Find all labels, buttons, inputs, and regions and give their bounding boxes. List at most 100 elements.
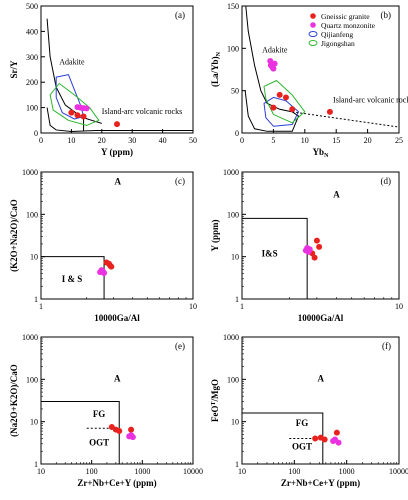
x-tick-label: 1000 <box>339 467 355 476</box>
point-gneissic-granite <box>321 436 328 443</box>
point-gneissic-granite <box>282 94 289 101</box>
legend-label: Jigongshan <box>321 39 355 48</box>
x-tick-label: 10 <box>37 467 45 476</box>
y-tick-label: 300 <box>26 53 38 62</box>
x-tick-label: 1000 <box>134 467 150 476</box>
y-tick-label: 200 <box>26 78 38 87</box>
x-tick-label: 20 <box>98 136 106 145</box>
field-label-a: A <box>114 373 121 383</box>
x-axis-label: Y (ppm) <box>101 147 133 157</box>
plot-frame <box>40 5 194 134</box>
panel-label: (f) <box>382 341 391 351</box>
y-tick-label: 500 <box>26 2 38 11</box>
x-tick-label: 1 <box>240 302 244 311</box>
x-tick-label: 15 <box>332 136 340 145</box>
legend-swatch <box>310 13 316 19</box>
point-quartz-monzonite <box>129 434 136 441</box>
y-tick-label: 10 <box>30 253 38 262</box>
y-tick-label: 1 <box>235 460 239 469</box>
x-tick-label: 10 <box>189 302 197 311</box>
y-tick-label: 1 <box>34 460 38 469</box>
legend-label: Qijianfeng <box>321 30 353 39</box>
panel-d: 1 10 1 10 100 1000 (d) 10000Ga/Al Y (ppm) A I&S <box>210 168 403 323</box>
annotation-island-arc: Island-arc volcanic rocks <box>102 107 182 116</box>
x-tick-label: 100 <box>288 467 300 476</box>
legend-swatch <box>308 40 318 46</box>
point-quartz-monzonite <box>83 105 90 112</box>
y-axis-label: (Na2O+K2O)/CaO <box>9 364 19 437</box>
x-tick-label: 20 <box>364 136 372 145</box>
field-label-fg: FG <box>296 418 309 428</box>
x-tick-label: 10000 <box>183 467 203 476</box>
y-axis-label: (La/Yb)N <box>210 51 222 87</box>
point-quartz-monzonite <box>98 267 105 274</box>
annotation-adakite: Adakite <box>59 57 85 66</box>
point-gneissic-granite <box>114 121 120 128</box>
x-tick-label: 10 <box>67 136 75 145</box>
field-label-a: A <box>318 373 325 383</box>
point-gneissic-granite <box>333 429 340 436</box>
panel-c: 1 10 1 10 100 1000 (c) 10000Ga/Al (K2O+Na2O)/CaO… <box>9 168 197 323</box>
legend-label: Quartz monzonite <box>321 21 376 30</box>
y-tick-label: 100 <box>26 375 38 384</box>
x-tick-label: 0 <box>240 136 244 145</box>
field-qijianfeng <box>263 96 299 127</box>
x-tick-label: 10 <box>238 467 246 476</box>
y-tick-label: 100 <box>26 104 38 113</box>
field-jigongshan <box>263 80 306 124</box>
x-axis-label: 10000Ga/Al <box>94 313 140 323</box>
plot-frame <box>241 5 400 134</box>
point-gneissic-granite <box>80 113 87 120</box>
x-tick-label: 10000 <box>389 467 408 476</box>
y-axis-label: Sr/Y <box>9 60 19 79</box>
point-gneissic-granite <box>313 237 320 244</box>
legend-label: Gneissic granite <box>321 12 370 21</box>
y-tick-label: 50 <box>231 87 239 96</box>
panel-label: (e) <box>175 341 185 351</box>
plot-frame <box>40 336 194 465</box>
point-gneissic-granite <box>311 254 318 261</box>
y-tick-label: 100 <box>26 210 38 219</box>
x-tick-label: 50 <box>189 136 197 145</box>
field-label-fg: FG <box>93 409 106 419</box>
x-tick-label: 30 <box>128 136 136 145</box>
y-axis-label: (K2O+Na2O)/CaO <box>9 199 19 272</box>
legend-swatch <box>310 22 316 28</box>
field-label-is: I & S <box>62 274 83 284</box>
point-gneissic-granite <box>105 260 112 267</box>
annotation-adakite: Adakite <box>262 46 288 55</box>
point-gneissic-granite <box>270 104 277 111</box>
y-tick-label: 1000 <box>22 168 38 177</box>
x-tick-label: 1 <box>39 302 43 311</box>
y-tick-label: 10 <box>231 253 239 262</box>
y-tick-label: 1 <box>34 295 38 304</box>
field-label-ogt: OGT <box>292 442 312 452</box>
annotation-island-arc: Island-arc volcanic rocks <box>333 96 408 105</box>
y-axis-label: Y (ppm) <box>210 220 220 252</box>
y-tick-label: 1000 <box>22 333 38 342</box>
x-tick-label: 0 <box>39 136 43 145</box>
y-tick-label: 0 <box>235 129 239 138</box>
plot-frame <box>40 171 194 300</box>
y-tick-label: 1000 <box>223 168 239 177</box>
y-tick-label: 100 <box>227 210 239 219</box>
y-tick-label: 400 <box>26 27 38 36</box>
panel-label: (a) <box>175 10 185 20</box>
y-tick-label: 100 <box>227 375 239 384</box>
x-tick-label: 25 <box>395 136 403 145</box>
point-gneissic-granite <box>116 428 123 435</box>
point-gneissic-granite <box>312 435 319 442</box>
panel-b: 0 5 10 15 20 25 0 50 100 150 (b) YbN (La/Yb)N Adakite… <box>210 2 408 159</box>
field-label-is: I&S <box>262 249 278 259</box>
legend-swatch <box>308 31 318 37</box>
point-gneissic-granite <box>316 243 323 250</box>
point-quartz-monzonite <box>271 60 278 67</box>
panel-label: (c) <box>175 176 185 186</box>
point-quartz-monzonite <box>270 65 277 72</box>
field-jigongshan <box>49 83 100 126</box>
x-axis-label: Zr+Nb+Ce+Y (ppm) <box>77 478 156 488</box>
x-axis-label: 10000Ga/Al <box>298 313 344 323</box>
